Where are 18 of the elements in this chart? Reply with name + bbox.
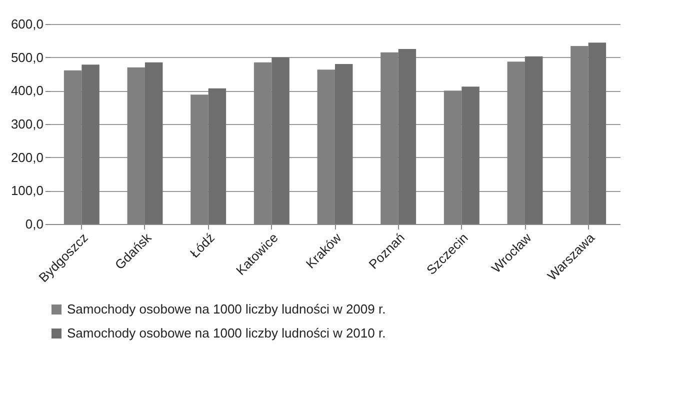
y-tick-label: 200,0 xyxy=(10,150,44,165)
bar xyxy=(462,86,480,224)
y-tick-label: 600,0 xyxy=(10,16,44,32)
y-tick-label: 500,0 xyxy=(10,50,44,65)
bar xyxy=(525,56,543,224)
bar xyxy=(208,88,226,224)
bar xyxy=(272,57,290,224)
legend-label: Samochody osobowe na 1000 liczby ludności w 2010 r. xyxy=(67,326,386,340)
legend-label: Samochody osobowe na 1000 liczby ludności w 2009 r. xyxy=(67,302,386,316)
bar xyxy=(398,49,416,224)
y-tick-label: 300,0 xyxy=(10,116,44,132)
y-tick-label: 0,0 xyxy=(25,216,44,232)
bar xyxy=(588,42,606,224)
bar xyxy=(145,62,163,224)
bar xyxy=(335,64,353,224)
bar xyxy=(82,64,100,224)
y-tick-label: 400,0 xyxy=(10,83,44,98)
y-tick-label: 100,0 xyxy=(10,183,44,198)
